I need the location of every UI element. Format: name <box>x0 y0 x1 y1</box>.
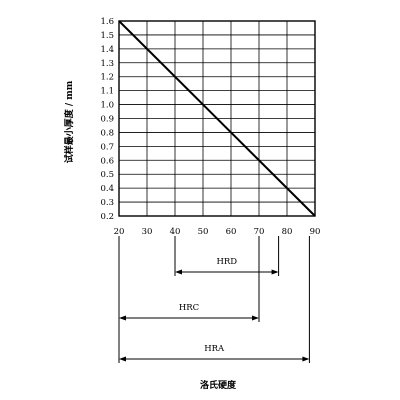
x-tick-label-5: 70 <box>254 227 265 237</box>
plot-border <box>118 20 316 217</box>
y-tick-label-5: 0.7 <box>100 142 114 152</box>
series-layer <box>118 20 316 217</box>
x-tick-label-0: 20 <box>114 227 125 237</box>
y-tick-label-13: 1.5 <box>100 31 114 41</box>
range-hrc: HRC <box>118 236 260 322</box>
tick-labels: 20 30 40 50 60 70 80 90 0.2 0.3 0.4 0.5 0.6 0.7 0.8 0.9… <box>100 17 320 237</box>
y-tick-label-1: 0.3 <box>100 198 114 208</box>
y-axis-title: 试样最小厚度 / mm <box>63 80 75 163</box>
y-tick-label-9: 1.1 <box>100 87 114 97</box>
range-arrow-right-1 <box>252 315 259 321</box>
y-tick-label-11: 1.3 <box>100 59 114 69</box>
range-hra: HRA <box>118 236 310 363</box>
range-arrow-right-0 <box>271 269 279 275</box>
y-tick-label-0: 0.2 <box>100 212 114 222</box>
x-tick-label-3: 50 <box>198 227 209 237</box>
y-tick-label-2: 0.4 <box>100 184 114 194</box>
x-tick-label-4: 60 <box>226 227 237 237</box>
y-tick-label-6: 0.8 <box>100 128 114 138</box>
plot-frame <box>118 20 316 217</box>
x-tick-label-1: 30 <box>142 227 153 237</box>
range-label-1: HRC <box>179 303 199 313</box>
series-line-0 <box>118 20 316 217</box>
y-tick-label-4: 0.6 <box>100 156 114 166</box>
range-arrow-left-0 <box>175 269 182 275</box>
y-tick-label-10: 1.2 <box>100 73 114 83</box>
y-tick-label-7: 0.9 <box>100 115 114 125</box>
x-tick-label-6: 80 <box>282 227 293 237</box>
range-label-0: HRD <box>216 257 237 267</box>
x-tick-label-7: 90 <box>310 227 321 237</box>
y-tick-label-8: 1.0 <box>100 101 114 111</box>
x-tick-label-2: 40 <box>170 227 181 237</box>
range-arrow-right-2 <box>302 356 310 362</box>
y-tick-label-14: 1.6 <box>100 17 114 27</box>
y-tick-label-3: 0.5 <box>100 170 114 180</box>
range-arrow-left-2 <box>119 356 126 362</box>
hardness-ranges: HRD HRC HRA <box>118 236 310 363</box>
y-tick-label-12: 1.4 <box>100 45 114 55</box>
range-arrow-left-1 <box>119 315 126 321</box>
range-hrd: HRD <box>174 236 280 276</box>
x-axis-title: 洛氏硬度 <box>200 379 237 391</box>
range-label-2: HRA <box>204 344 225 354</box>
